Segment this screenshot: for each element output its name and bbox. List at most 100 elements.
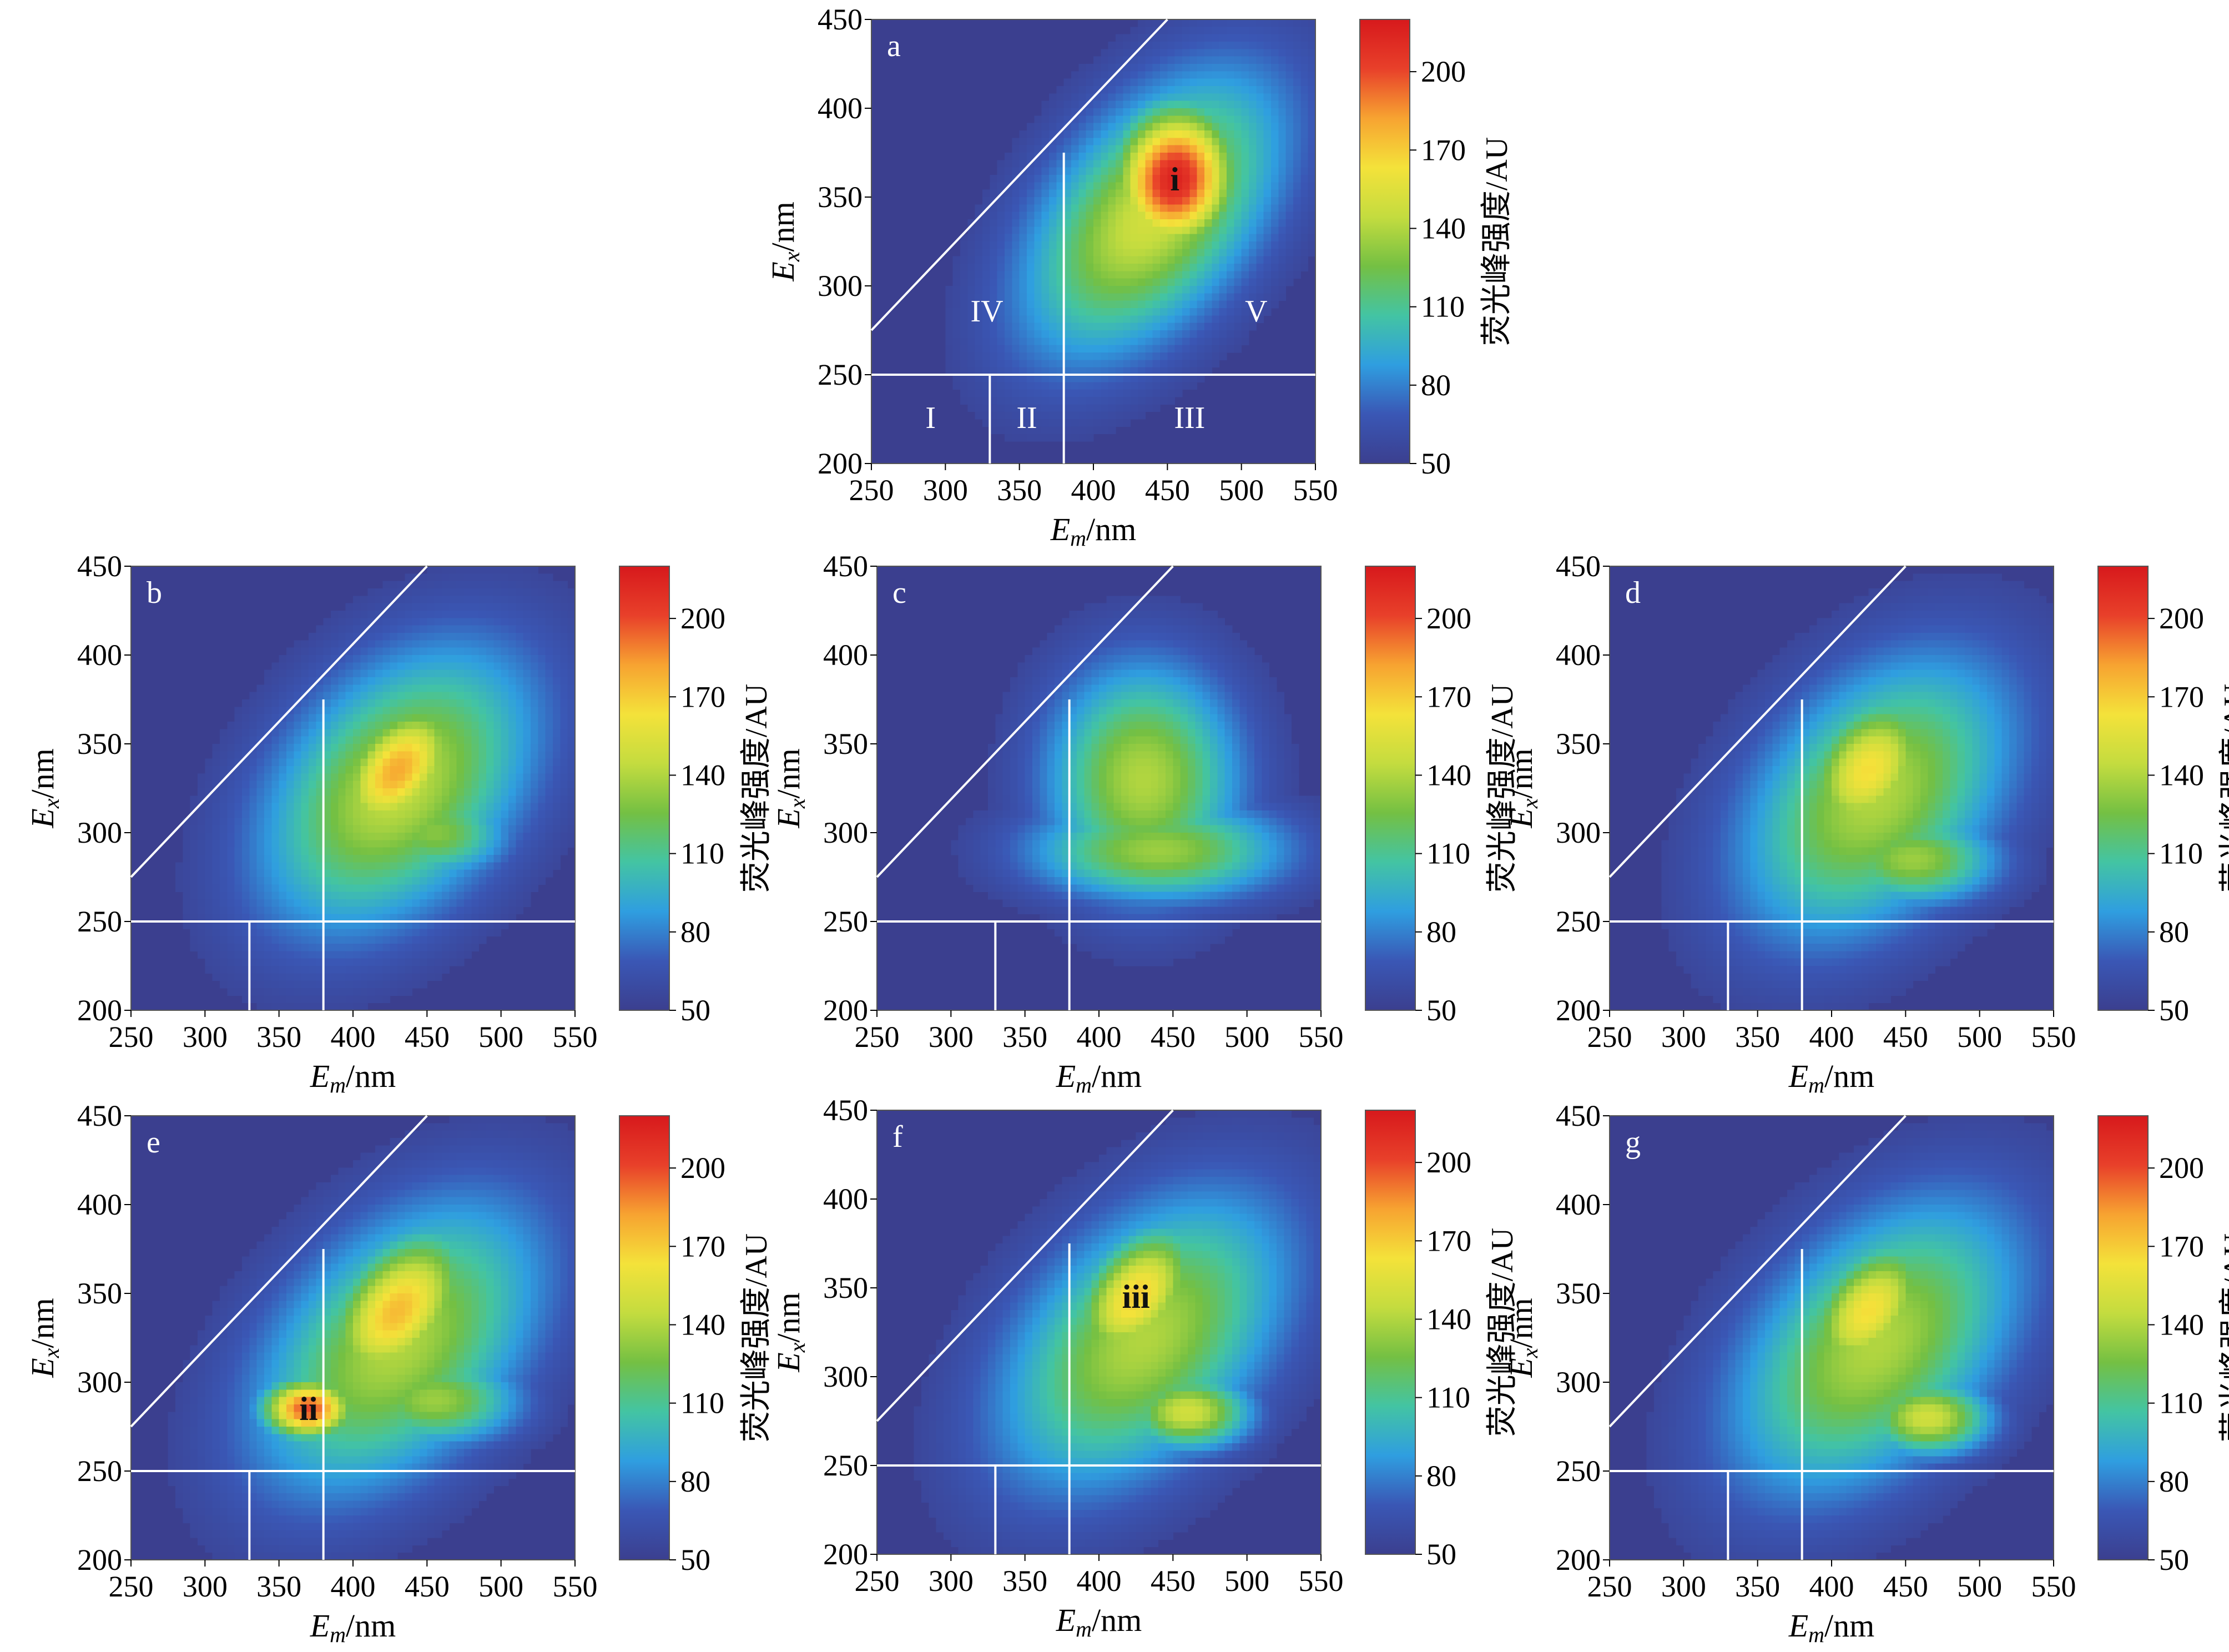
heatmap-cell bbox=[1093, 338, 1101, 346]
heatmap-cell bbox=[1263, 204, 1272, 213]
heatmap-cell bbox=[493, 751, 502, 759]
heatmap-cell bbox=[390, 818, 398, 826]
heatmap-cell bbox=[345, 692, 354, 700]
heatmap-cell bbox=[227, 855, 235, 863]
heatmap-cell bbox=[967, 404, 976, 412]
heatmap-cell bbox=[323, 980, 331, 989]
heatmap-cell bbox=[1056, 338, 1065, 346]
heatmap-cell bbox=[1130, 108, 1138, 116]
heatmap-cell bbox=[1300, 138, 1309, 146]
heatmap-cell bbox=[1160, 197, 1168, 205]
heatmap-cell bbox=[1005, 256, 1012, 264]
heatmap-cell bbox=[567, 596, 576, 604]
heatmap-cell bbox=[301, 966, 309, 974]
heatmap-cell bbox=[1152, 315, 1161, 324]
heatmap-cell bbox=[1027, 434, 1035, 442]
heatmap-cell bbox=[353, 744, 361, 752]
heatmap-cell bbox=[420, 958, 427, 966]
heatmap-cell bbox=[486, 744, 494, 752]
heatmap-cell bbox=[1116, 100, 1123, 109]
heatmap-cell bbox=[198, 906, 205, 915]
heatmap-cell bbox=[1152, 42, 1161, 49]
heatmap-cell bbox=[980, 855, 989, 863]
heatmap-cell bbox=[1152, 360, 1161, 368]
heatmap-cell bbox=[1160, 278, 1168, 286]
heatmap-cell bbox=[1152, 323, 1161, 331]
heatmap-cell bbox=[1002, 892, 1011, 900]
heatmap-cell bbox=[434, 603, 442, 611]
heatmap-cell bbox=[1145, 27, 1153, 35]
heatmap-cell bbox=[1219, 153, 1227, 160]
heatmap-cell bbox=[1152, 130, 1161, 138]
heatmap-cell bbox=[990, 182, 998, 190]
heatmap-cell bbox=[1219, 197, 1227, 205]
heatmap-cell bbox=[242, 795, 250, 804]
heatmap-cell bbox=[390, 906, 398, 915]
heatmap-cell bbox=[331, 869, 339, 878]
heatmap-cell bbox=[271, 662, 280, 671]
heatmap-cell bbox=[471, 825, 480, 833]
heatmap-cell bbox=[264, 818, 272, 826]
heatmap-cell bbox=[382, 655, 391, 663]
heatmap-cell bbox=[1300, 19, 1309, 27]
heatmap-cell bbox=[397, 906, 405, 915]
heatmap-cell bbox=[397, 847, 405, 855]
heatmap-cell bbox=[1025, 788, 1033, 796]
heatmap-cell bbox=[471, 603, 480, 611]
heatmap-cell bbox=[478, 899, 487, 907]
heatmap-cell bbox=[301, 810, 309, 818]
heatmap-cell bbox=[375, 884, 383, 893]
heatmap-cell bbox=[1017, 736, 1026, 744]
heatmap-cell bbox=[1093, 138, 1101, 146]
heatmap-cell bbox=[190, 884, 198, 893]
heatmap-cell bbox=[1138, 49, 1146, 57]
heatmap-cell bbox=[1174, 130, 1183, 138]
heatmap-cell bbox=[1145, 123, 1153, 131]
heatmap-cell bbox=[1019, 375, 1027, 382]
heatmap-cell bbox=[1219, 211, 1227, 220]
heatmap-cell bbox=[1212, 338, 1220, 346]
heatmap-cell bbox=[183, 825, 191, 833]
heatmap-cell bbox=[1249, 278, 1257, 286]
heatmap-cell bbox=[412, 936, 420, 944]
heatmap-cell bbox=[1189, 153, 1198, 160]
heatmap-cell bbox=[1019, 308, 1027, 316]
heatmap-cell bbox=[1145, 167, 1153, 175]
heatmap-cell bbox=[242, 862, 250, 870]
heatmap-cell bbox=[982, 264, 990, 271]
heatmap-cell bbox=[1308, 153, 1316, 160]
heatmap-cell bbox=[449, 677, 457, 685]
heatmap-cell bbox=[456, 921, 465, 929]
heatmap-cell bbox=[360, 692, 369, 700]
heatmap-cell bbox=[1204, 330, 1212, 338]
heatmap-cell bbox=[345, 840, 354, 848]
heatmap-cell bbox=[1086, 382, 1094, 390]
heatmap-cell bbox=[523, 640, 531, 648]
heatmap-cell bbox=[493, 788, 502, 796]
heatmap-cell bbox=[456, 640, 465, 648]
heatmap-cell bbox=[995, 766, 1003, 774]
heatmap-cell bbox=[516, 669, 524, 678]
heatmap-cell bbox=[309, 669, 316, 678]
heatmap-cell bbox=[323, 758, 331, 767]
heatmap-cell bbox=[1300, 160, 1309, 168]
heatmap-cell bbox=[1278, 86, 1287, 94]
heatmap-cell bbox=[464, 795, 472, 804]
heatmap-cell bbox=[1012, 160, 1020, 168]
heatmap-cell bbox=[1204, 241, 1212, 249]
heatmap-cell bbox=[1041, 219, 1050, 227]
heatmap-cell bbox=[323, 958, 331, 966]
heatmap-cell bbox=[1116, 352, 1123, 360]
heatmap-cell bbox=[382, 795, 391, 804]
heatmap-cell bbox=[1108, 241, 1116, 249]
heatmap-cell bbox=[1234, 226, 1242, 235]
heatmap-cell bbox=[205, 803, 213, 811]
heatmap-cell bbox=[256, 884, 265, 893]
heatmap-cell bbox=[516, 899, 524, 907]
heatmap-cell bbox=[198, 899, 205, 907]
heatmap-cell bbox=[367, 966, 376, 974]
heatmap-cell bbox=[449, 847, 457, 855]
heatmap-cell bbox=[1063, 345, 1072, 353]
heatmap-cell bbox=[1204, 338, 1212, 346]
heatmap-cell bbox=[316, 692, 324, 700]
